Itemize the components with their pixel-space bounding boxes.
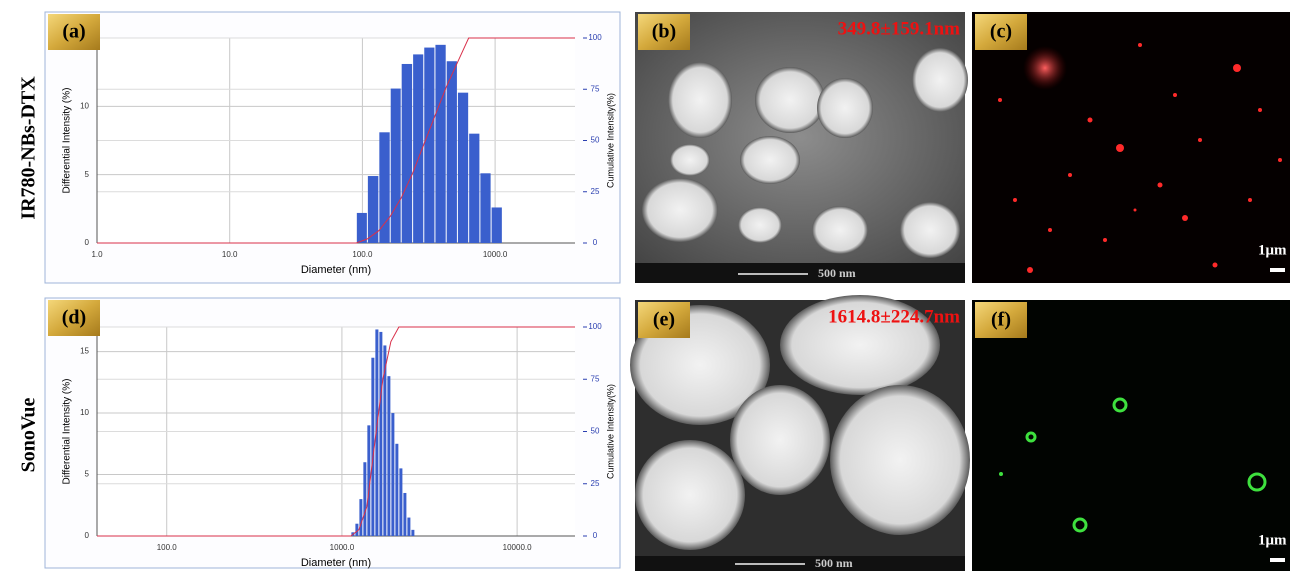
bar <box>480 173 490 243</box>
y2-tick-label: 25 <box>591 479 600 488</box>
panel-label: (c) <box>990 21 1012 43</box>
figure: IR780-NBs-DTX SonoVue 500 nm 349.8±159.1… <box>0 0 1290 571</box>
bar <box>379 332 382 536</box>
row-label: IR780-NBs-DTX <box>18 76 40 220</box>
y-tick-label: 15 <box>80 347 89 356</box>
x-tick-label: 10000.0 <box>503 543 532 552</box>
y-tick-label: 10 <box>80 101 89 110</box>
x-tick-label: 1.0 <box>91 250 103 259</box>
bar <box>387 376 390 536</box>
bar <box>411 530 414 536</box>
bar <box>469 134 479 243</box>
chart: 100.0 1000.0 10000.0 0 5 10 15 0 25 50 75 100 Diamet… <box>45 298 620 569</box>
panel-label: (e) <box>653 309 675 331</box>
scale-bar-label: 500 nm <box>815 556 853 570</box>
panel-label: (d) <box>62 307 86 329</box>
fluorescence-image <box>972 12 1290 283</box>
x-tick-label: 100.0 <box>352 250 373 259</box>
bar <box>435 45 445 243</box>
row-label: SonoVue <box>18 397 40 472</box>
y2-tick-label: 50 <box>591 136 600 145</box>
y2-tick-label: 100 <box>588 322 602 331</box>
size-label: 1614.8±224.7nm <box>828 306 960 327</box>
y-tick-label: 5 <box>85 170 90 179</box>
y2-tick-label: 0 <box>593 238 598 247</box>
x-tick-label: 10.0 <box>222 250 238 259</box>
bar <box>391 89 401 243</box>
y2-tick-label: 0 <box>593 531 598 540</box>
bar <box>359 499 362 536</box>
scale-bar-label: 1μm <box>1258 242 1287 258</box>
y2-axis-label: Cumulative Intensity(%) <box>605 384 615 479</box>
y2-tick-label: 75 <box>591 84 600 93</box>
bar <box>407 518 410 536</box>
fluorescence-image <box>972 300 1290 571</box>
y2-tick-label: 50 <box>591 427 600 436</box>
bar <box>424 48 434 243</box>
x-tick-label: 1000.0 <box>330 543 355 552</box>
bar <box>492 207 502 243</box>
x-tick-label: 100.0 <box>157 543 178 552</box>
y2-tick-label: 25 <box>591 187 600 196</box>
panel-label: (f) <box>991 309 1011 331</box>
panel-label: (b) <box>652 21 676 43</box>
bar <box>368 176 378 243</box>
scale-bar-label: 500 nm <box>818 266 856 280</box>
bar <box>357 213 367 243</box>
y-tick-label: 10 <box>80 408 89 417</box>
tem-image <box>635 12 968 283</box>
y-tick-label: 5 <box>85 470 90 479</box>
scale-bar-label: 1μm <box>1258 532 1287 548</box>
bar <box>395 444 398 536</box>
y-tick-label: 0 <box>85 238 90 247</box>
bar <box>391 413 394 536</box>
x-tick-label: 1000.0 <box>483 250 508 259</box>
bar <box>363 462 366 536</box>
panel-label: (a) <box>62 21 85 43</box>
bar <box>458 93 468 243</box>
x-axis-label: Diameter (nm) <box>301 264 371 276</box>
y-axis-label: Differential Intensity (%) <box>62 379 73 485</box>
bar <box>403 493 406 536</box>
bar <box>399 468 402 536</box>
bar <box>379 132 389 243</box>
page: IR780-NBs-DTX SonoVue 500 nm 349.8±159.1… <box>0 0 1290 571</box>
y2-axis-label: Cumulative Intensity(%) <box>605 93 615 188</box>
bar <box>447 61 457 243</box>
y-tick-label: 0 <box>85 531 90 540</box>
bar <box>402 64 412 243</box>
y2-tick-label: 100 <box>588 33 602 42</box>
y2-tick-label: 75 <box>591 374 600 383</box>
x-axis-label: Diameter (nm) <box>301 557 371 569</box>
y-axis-label: Differential Intensity (%) <box>62 88 73 194</box>
size-label: 349.8±159.1nm <box>838 18 960 39</box>
